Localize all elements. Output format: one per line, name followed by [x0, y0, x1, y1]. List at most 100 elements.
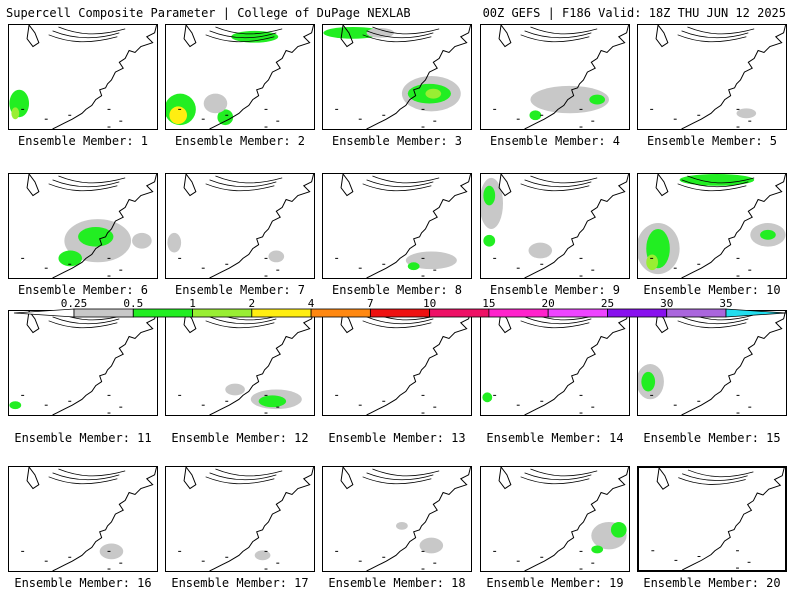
member-panel-13[interactable]	[322, 310, 472, 416]
scp-contour-12-3	[225, 383, 245, 396]
member-map-19	[493, 467, 629, 571]
member-map-9	[481, 174, 629, 278]
lake-outline	[656, 468, 670, 490]
lake-outline	[183, 174, 197, 197]
scp-contour-14-1	[482, 392, 493, 403]
shoreline-outline	[520, 312, 598, 329]
coastline	[366, 25, 471, 129]
member-panel-6[interactable]	[8, 173, 158, 279]
member-panel-1[interactable]	[8, 24, 158, 130]
shoreline-outline	[48, 175, 126, 192]
lake-outline	[498, 25, 512, 48]
member-caption-1: Ensemble Member: 1	[17, 134, 149, 148]
scp-contour-10-3	[646, 254, 659, 271]
colorbar-tick-label: 2	[248, 297, 256, 310]
run-valid-time: 00Z GEFS | F186 Valid: 18Z THU JUN 12 20…	[482, 6, 786, 20]
member-panel-18[interactable]	[322, 466, 472, 572]
coastline	[366, 174, 471, 278]
scp-contour-12-2	[258, 395, 287, 408]
shoreline-outline	[520, 468, 598, 485]
member-caption-13: Ensemble Member: 13	[328, 431, 466, 445]
member-map-8	[335, 174, 471, 278]
shoreline-outline	[362, 468, 440, 485]
member-map-1	[9, 25, 157, 129]
scp-contour-18-2	[396, 521, 408, 530]
member-panel-11[interactable]	[8, 310, 158, 416]
member-panel-9[interactable]	[480, 173, 630, 279]
member-map-10	[638, 174, 786, 278]
member-caption-9: Ensemble Member: 9	[489, 283, 621, 297]
scp-contour-9-4	[528, 242, 553, 259]
member-caption-10: Ensemble Member: 10	[643, 283, 781, 297]
scp-contour-4-1	[530, 85, 609, 114]
member-caption-20: Ensemble Member: 20	[643, 576, 781, 590]
lake-outline	[655, 25, 669, 48]
member-map-15	[638, 311, 786, 415]
shoreline-outline	[520, 175, 598, 192]
colorbar-tick-label: 4	[307, 297, 315, 310]
member-map-20	[651, 468, 785, 570]
member-panel-8[interactable]	[322, 173, 472, 279]
member-panel-5[interactable]	[637, 24, 787, 130]
member-panel-10[interactable]	[637, 173, 787, 279]
member-panel-14[interactable]	[480, 310, 630, 416]
coastline	[681, 311, 786, 415]
member-map-14	[482, 311, 629, 415]
lake-outline	[26, 174, 40, 197]
member-panel-4[interactable]	[480, 24, 630, 130]
member-map-13	[335, 311, 471, 415]
member-caption-8: Ensemble Member: 8	[331, 283, 463, 297]
scp-contour-10-6	[679, 174, 755, 186]
member-caption-15: Ensemble Member: 15	[643, 431, 781, 445]
member-panel-16[interactable]	[8, 466, 158, 572]
shoreline-outline	[677, 26, 755, 43]
scp-contour-19-2	[610, 521, 627, 538]
coastline	[681, 25, 786, 129]
member-caption-3: Ensemble Member: 3	[331, 134, 463, 148]
member-map-11	[9, 311, 157, 415]
member-map-12	[178, 311, 314, 415]
member-caption-2: Ensemble Member: 2	[174, 134, 306, 148]
member-panel-17[interactable]	[165, 466, 315, 572]
lake-outline	[498, 174, 512, 197]
member-panel-20[interactable]	[637, 466, 787, 572]
member-caption-6: Ensemble Member: 6	[17, 283, 149, 297]
colorbar-tick-label: 15	[482, 297, 496, 310]
coastline	[209, 174, 314, 278]
lake-outline	[26, 25, 40, 48]
colorbar-tick-label: 10	[423, 297, 437, 310]
member-panel-2[interactable]	[165, 24, 315, 130]
member-panel-7[interactable]	[165, 173, 315, 279]
shoreline-outline	[520, 26, 598, 43]
member-caption-14: Ensemble Member: 14	[486, 431, 624, 445]
member-panel-19[interactable]	[480, 466, 630, 572]
member-panel-12[interactable]	[165, 310, 315, 416]
coastline	[52, 311, 157, 415]
member-caption-4: Ensemble Member: 4	[489, 134, 621, 148]
lake-outline	[498, 467, 512, 490]
scp-contour-10-5	[760, 229, 776, 240]
scp-contour-4-2	[589, 94, 606, 105]
member-panel-3[interactable]	[322, 24, 472, 130]
lake-outline	[183, 25, 197, 48]
coastline	[209, 467, 314, 571]
member-caption-18: Ensemble Member: 18	[328, 576, 466, 590]
member-map-16	[21, 467, 157, 571]
member-panel-15[interactable]	[637, 310, 787, 416]
shoreline-outline	[362, 312, 440, 329]
scp-contour-4-3	[529, 110, 542, 121]
member-map-6	[21, 174, 157, 278]
member-caption-12: Ensemble Member: 12	[171, 431, 309, 445]
shoreline-outline	[205, 175, 283, 192]
member-map-5	[650, 25, 786, 129]
shoreline-outline	[678, 469, 754, 485]
scp-contour-6-4	[132, 232, 152, 249]
lake-outline	[340, 25, 354, 48]
member-map-3	[323, 25, 471, 129]
member-caption-11: Ensemble Member: 11	[14, 431, 152, 445]
scp-contour-3-5	[366, 27, 395, 38]
coastline	[52, 25, 157, 129]
scp-contour-9-2	[483, 185, 496, 206]
member-map-7	[167, 174, 314, 278]
scp-contour-11-1	[9, 401, 22, 410]
